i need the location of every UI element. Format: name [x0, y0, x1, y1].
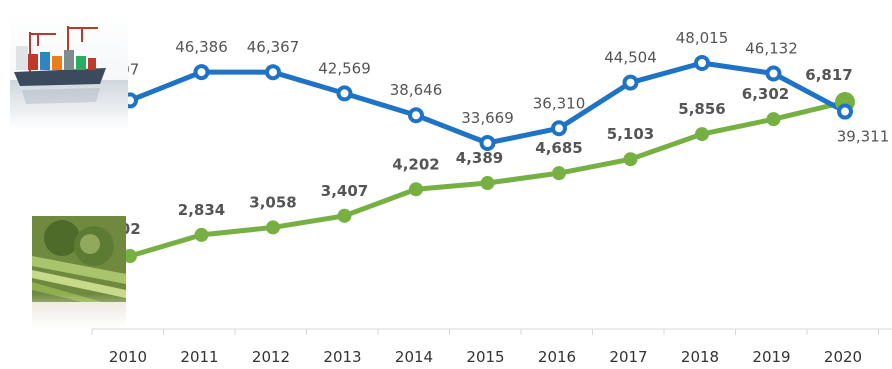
data-point [695, 127, 709, 142]
data-point [765, 65, 782, 82]
data-label: 6,302 [742, 85, 789, 103]
data-label: 44,504 [604, 49, 657, 67]
x-tick-label: 2019 [752, 348, 790, 366]
data-label: 46,132 [745, 40, 798, 58]
vegetables-photo [32, 216, 126, 328]
data-label: 2,834 [178, 201, 225, 219]
data-point [194, 227, 209, 242]
data-label: 36,310 [533, 94, 586, 112]
container-ship-photo [10, 12, 128, 130]
data-point [837, 103, 853, 120]
data-point [479, 135, 496, 151]
series-line-blue [127, 60, 848, 146]
x-tick-label: 2010 [109, 348, 147, 366]
data-point [552, 166, 566, 181]
data-label: 39,311 [837, 128, 890, 146]
data-point [480, 176, 495, 191]
x-tick-label: 2018 [681, 348, 719, 366]
data-label: 5,103 [607, 125, 654, 143]
data-label: 3,058 [249, 193, 296, 211]
x-tick-label: 2013 [323, 348, 361, 366]
data-label: 42,569 [318, 59, 371, 77]
data-point [266, 220, 280, 235]
data-label: 3,407 [321, 182, 368, 200]
data-point [551, 120, 567, 137]
x-tick-label: 2017 [609, 348, 647, 366]
x-axis: 2010 2011 2012 2013 2014 2015 2016 2017 2018 2019… [91, 328, 892, 366]
data-point [408, 107, 424, 124]
data-label: 33,669 [461, 109, 514, 127]
x-tick-label: 2011 [180, 348, 218, 366]
data-label: 46,367 [247, 38, 300, 56]
data-label: 48,015 [676, 29, 729, 47]
data-label: 6,817 [805, 66, 852, 84]
x-tick-label: 2014 [395, 348, 433, 366]
data-label: 4,389 [456, 149, 503, 167]
data-point [336, 85, 353, 102]
x-tick-label: 2012 [252, 348, 290, 366]
x-tick-label: 2016 [538, 348, 576, 366]
x-tick-label: 2015 [466, 348, 504, 366]
data-point [337, 208, 352, 223]
data-point [623, 152, 638, 167]
data-point [622, 74, 639, 91]
data-label: 4,685 [535, 139, 582, 157]
data-point [766, 112, 781, 127]
data-point [193, 64, 210, 81]
data-point [123, 249, 137, 263]
data-label: 46,386 [175, 38, 228, 56]
data-label: 5,856 [678, 100, 725, 118]
x-tick-label: 2020 [824, 348, 862, 366]
data-point [409, 182, 423, 197]
data-point [265, 64, 281, 81]
data-label: 38,646 [390, 81, 443, 99]
data-point [694, 55, 710, 71]
series-points [122, 55, 855, 263]
data-labels: 2022,8343,0583,4074,2024,3894,6855,1035,… [109, 29, 889, 238]
data-label: 4,202 [392, 155, 439, 173]
